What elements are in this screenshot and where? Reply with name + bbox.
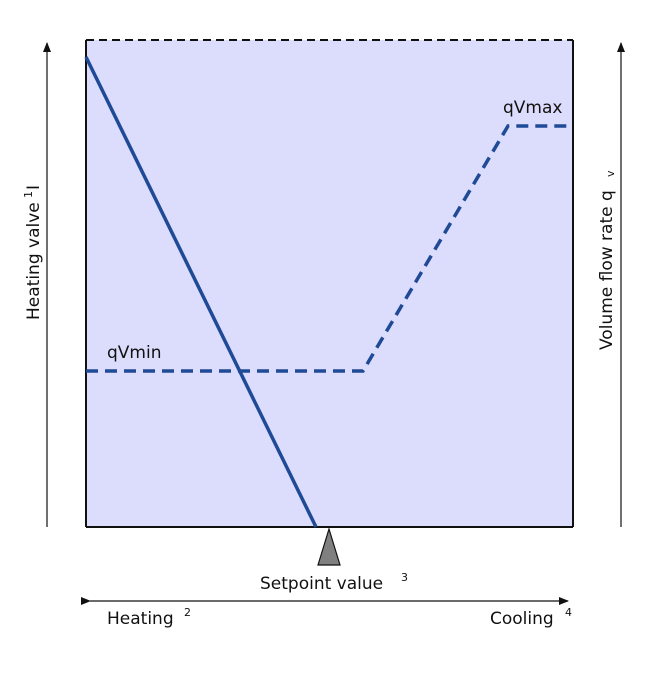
- left-axis-label-sup: 1: [22, 191, 35, 198]
- right-axis-label: Volume flow rate q: [597, 190, 617, 350]
- left-axis-label-suffix: I: [24, 185, 44, 190]
- cooling-label: Cooling: [490, 609, 554, 629]
- left-axis-label: Heating valve: [24, 202, 44, 320]
- heating-label-sup: 2: [184, 606, 191, 619]
- setpoint-marker: [317, 526, 341, 566]
- volume-flow-curve: [86, 124, 573, 373]
- setpoint-label: Setpoint value: [260, 574, 383, 594]
- setpoint-label-sup: 3: [401, 571, 408, 584]
- qvmin-label: qVmin: [107, 343, 161, 363]
- cooling-label-sup: 4: [565, 606, 572, 619]
- plot-area: [86, 40, 573, 527]
- heating-valve-line: [84, 56, 318, 528]
- heating-label: Heating: [107, 609, 174, 629]
- qvmax-label: qVmax: [503, 98, 562, 118]
- right-axis-label-sub: v: [604, 170, 617, 177]
